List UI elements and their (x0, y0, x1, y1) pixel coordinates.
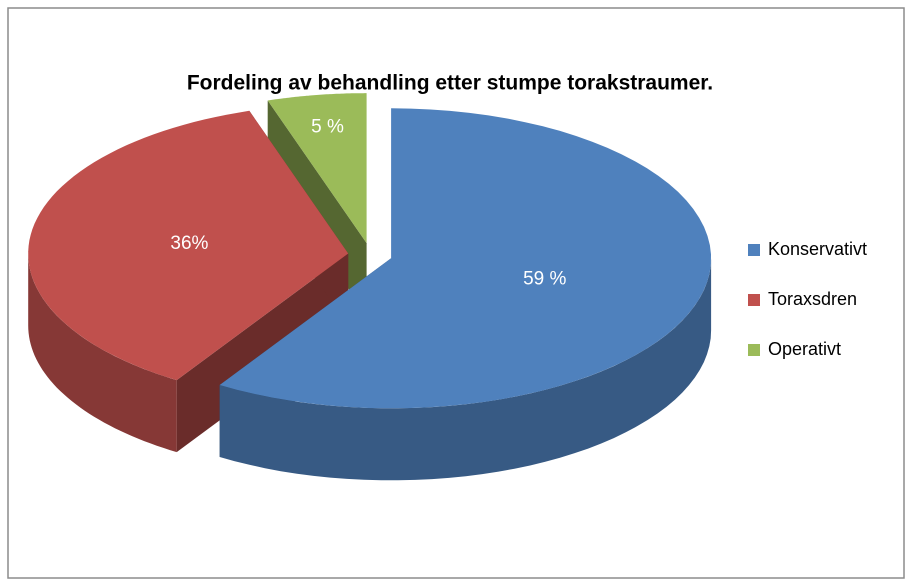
slice-side (28, 253, 177, 453)
pie-slice (28, 110, 349, 381)
legend-label: Konservativt (768, 239, 867, 259)
data-label: 36% (170, 233, 208, 254)
legend-swatch (748, 294, 760, 306)
legend-swatch (748, 244, 760, 256)
legend-swatch (748, 344, 760, 356)
slice-side (219, 258, 712, 481)
pie-slice (267, 93, 367, 244)
chart-title: Fordeling av behandling etter stumpe tor… (187, 72, 713, 95)
pie-slice (219, 108, 711, 409)
legend-label: Toraxsdren (768, 289, 857, 309)
legend-label: Operativt (768, 339, 841, 359)
data-label: 59 % (523, 268, 566, 289)
slice-face (176, 253, 349, 453)
data-label: 5 % (311, 117, 344, 138)
